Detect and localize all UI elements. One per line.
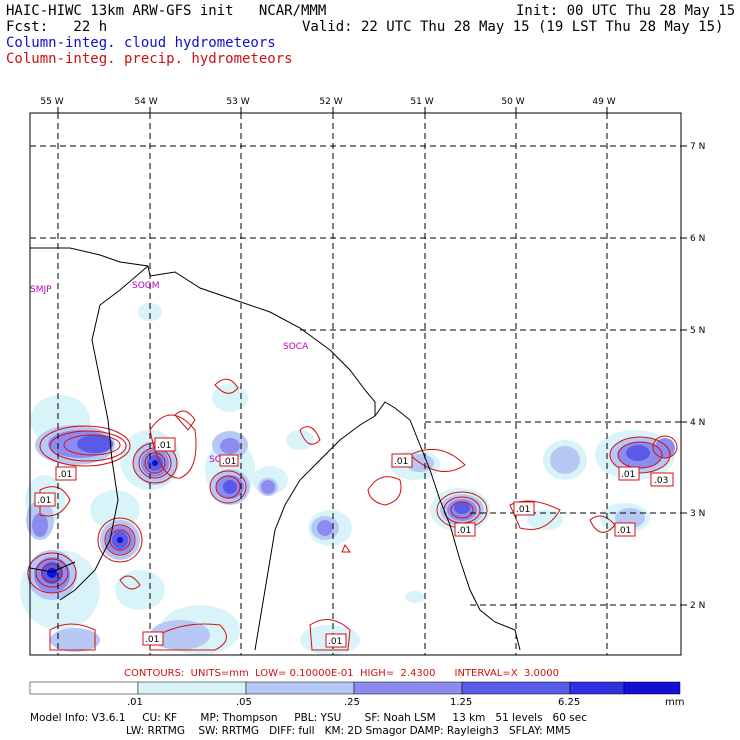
station-smjp: SMJP	[30, 285, 52, 295]
init-time: Init: 00 UTC Thu 28 May 15	[516, 3, 736, 19]
lat-label-3n: 3 N	[690, 509, 705, 519]
colorbar-segment	[353, 681, 463, 695]
contour-label: .03	[650, 472, 674, 487]
colorbar-tick-625: 6.25	[558, 697, 581, 708]
coastline	[29, 247, 521, 651]
forecast-hour: Fcst: 22 h	[6, 19, 108, 35]
svg-text:.03: .03	[654, 476, 668, 486]
colorbar-tick-05: .05	[236, 697, 252, 708]
colorbar-units: mm	[665, 697, 685, 708]
svg-text:.01: .01	[222, 457, 236, 467]
colorbar-segment	[461, 681, 571, 695]
contour-label: .01	[325, 633, 347, 648]
lat-label-4n: 4 N	[690, 418, 705, 428]
lon-label-55w: 55 W	[40, 97, 63, 107]
legend-precip-hydrometeors: Column-integ. precip. hydrometeors	[6, 51, 293, 67]
contour-label: .01	[391, 453, 413, 468]
svg-text:.01: .01	[394, 457, 408, 467]
lon-label-53w: 53 W	[226, 97, 249, 107]
svg-text:.01: .01	[328, 637, 342, 647]
contour-info: CONTOURS: UNITS=mm LOW= 0.10000E-01 HIGH…	[124, 668, 559, 679]
map-frame	[29, 112, 682, 656]
model-info-line1: Model Info: V3.6.1 CU: KF MP: Thompson P…	[30, 712, 587, 724]
valid-time: Valid: 22 UTC Thu 28 May 15 (19 LST Thu …	[302, 19, 724, 35]
svg-text:.01: .01	[58, 470, 72, 480]
svg-text:.01: .01	[617, 526, 631, 536]
colorbar-segment	[623, 681, 681, 695]
lon-label-51w: 51 W	[410, 97, 433, 107]
lon-label-52w: 52 W	[319, 97, 342, 107]
lat-label-6n: 6 N	[690, 234, 705, 244]
svg-text:.01: .01	[145, 635, 159, 645]
colorbar-segment	[245, 681, 355, 695]
colorbar-segment	[569, 681, 625, 695]
colorbar-tick-125: 1.25	[450, 697, 473, 708]
svg-text:.01: .01	[457, 526, 471, 536]
svg-text:.01: .01	[621, 470, 635, 480]
lon-label-49w: 49 W	[592, 97, 615, 107]
colorbar-segment	[137, 681, 247, 695]
colorbar-tick-01: .01	[127, 697, 143, 708]
contour-label: .01	[614, 522, 636, 537]
contour-labels: .01 .01 .01 .01 .01 .01 .01 .01 .01 .01 …	[34, 437, 674, 648]
cloud-shading	[20, 303, 675, 655]
colorbar	[29, 681, 681, 695]
contour-label: .01	[34, 492, 56, 507]
legend-cloud-hydrometeors: Column-integ. cloud hydrometeors	[6, 35, 276, 51]
contour-label: .01	[618, 466, 640, 481]
contour-label: .01	[454, 522, 476, 537]
model-info-line2: LW: RRTMG SW: RRTMG DIFF: full KM: 2D Sm…	[126, 725, 571, 737]
plot-title: HAIC-HIWC 13km ARW-GFS init NCAR/MMM	[6, 3, 327, 19]
lat-label-2n: 2 N	[690, 601, 705, 611]
graticule	[30, 113, 681, 655]
station-sogm: SOGM	[132, 281, 160, 291]
lon-label-50w: 50 W	[501, 97, 524, 107]
contour-label: .01	[513, 501, 535, 516]
lon-label-54w: 54 W	[134, 97, 157, 107]
svg-text:.01: .01	[516, 505, 530, 515]
lat-label-5n: 5 N	[690, 326, 705, 336]
station-soca: SOCA	[283, 342, 309, 352]
contour-label: .01	[55, 466, 77, 481]
colorbar-segment	[29, 681, 139, 695]
svg-text:.01: .01	[37, 496, 51, 506]
contour-label: .01	[142, 631, 164, 646]
contour-label: .01	[154, 437, 176, 452]
colorbar-tick-25: .25	[344, 697, 360, 708]
contour-label: .01	[219, 454, 239, 467]
lat-label-7n: 7 N	[690, 142, 705, 152]
svg-text:.01: .01	[157, 441, 171, 451]
